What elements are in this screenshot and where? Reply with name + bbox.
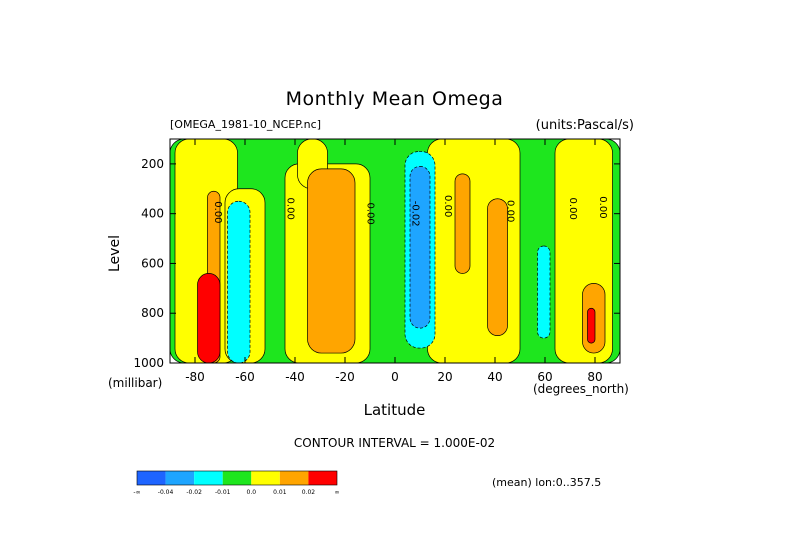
colorbar-label: -0.02 (186, 489, 202, 496)
units-label: (units:Pascal/s) (535, 118, 634, 133)
contour-label: 0.00 (567, 198, 578, 220)
contour-label: 0.00 (285, 198, 296, 220)
contour-label: -0.02 (410, 201, 421, 227)
colorbar-bin-red (308, 471, 337, 485)
contour-region-red (587, 307, 596, 344)
contour-region-blue (409, 166, 431, 329)
x-tick-label: -60 (235, 370, 255, 384)
contour-region-cyan (227, 200, 251, 363)
mean-longitude-note: (mean) lon:0..357.5 (492, 476, 602, 489)
x-axis: -80 -60 -40 -20 0 20 40 60 80 (185, 139, 603, 384)
x-axis-unit: (degrees_north) (533, 382, 629, 396)
y-tick-label: 200 (141, 157, 164, 171)
contour-label: 0.00 (365, 203, 376, 225)
colorbar: -∞ -0.04 -0.02 -0.01 0.0 0.01 0.02 ∞ (133, 470, 340, 496)
contour-labels: 0.00 0.00 0.00 -0.02 0.00 0.00 0.00 0.00 (212, 195, 608, 227)
x-axis-label: Latitude (363, 401, 426, 419)
colorbar-bin-cyan (194, 471, 223, 485)
colorbar-label: 0.02 (302, 489, 316, 496)
x-tick-label: -20 (335, 370, 355, 384)
y-tick-label: 400 (141, 207, 164, 221)
contour-fill-layer (170, 139, 620, 363)
y-tick-label: 800 (141, 306, 164, 320)
colorbar-label: -0.04 (158, 489, 174, 496)
x-tick-label: 20 (437, 370, 452, 384)
y-axis: 200 400 600 800 1000 (133, 157, 620, 370)
source-file-label: [OMEGA_1981-10_NCEP.nc] (170, 118, 321, 131)
contour-interval-label: CONTOUR INTERVAL = 1.000E-02 (293, 436, 496, 450)
colorbar-bin-orange (279, 471, 309, 485)
contour-label: 0.00 (212, 201, 223, 223)
colorbar-bin-yellow (251, 471, 280, 485)
contour-region-orange (487, 198, 508, 336)
contour-region-orange (454, 173, 471, 274)
y-tick-label: 1000 (133, 356, 164, 370)
y-tick-label: 600 (141, 256, 164, 270)
x-tick-label: -80 (185, 370, 205, 384)
chart-title: Monthly Mean Omega (285, 88, 504, 110)
contour-region-orange (307, 168, 356, 354)
colorbar-label: ∞ (335, 489, 340, 496)
colorbar-bin-dark-blue (137, 471, 166, 485)
y-axis-unit: (millibar) (108, 376, 163, 390)
x-tick-label: 60 (537, 370, 552, 384)
colorbar-label: 0.0 (247, 489, 257, 496)
contour-label: 0.00 (442, 195, 453, 217)
colorbar-label: -0.01 (215, 489, 231, 496)
contour-label: 0.00 (597, 196, 608, 218)
colorbar-frame (136, 470, 338, 486)
colorbar-bin-green (222, 471, 252, 485)
x-tick-label: 80 (587, 370, 602, 384)
colorbar-label: 0.01 (273, 489, 287, 496)
contour-label: 0.00 (505, 200, 516, 222)
x-tick-label: 40 (487, 370, 502, 384)
contour-region-cyan (537, 245, 551, 339)
contour-region-red (197, 273, 221, 363)
x-tick-label: -40 (285, 370, 305, 384)
x-tick-label: 0 (391, 370, 399, 384)
colorbar-label: -∞ (133, 489, 140, 496)
colorbar-bin-blue (165, 471, 195, 485)
